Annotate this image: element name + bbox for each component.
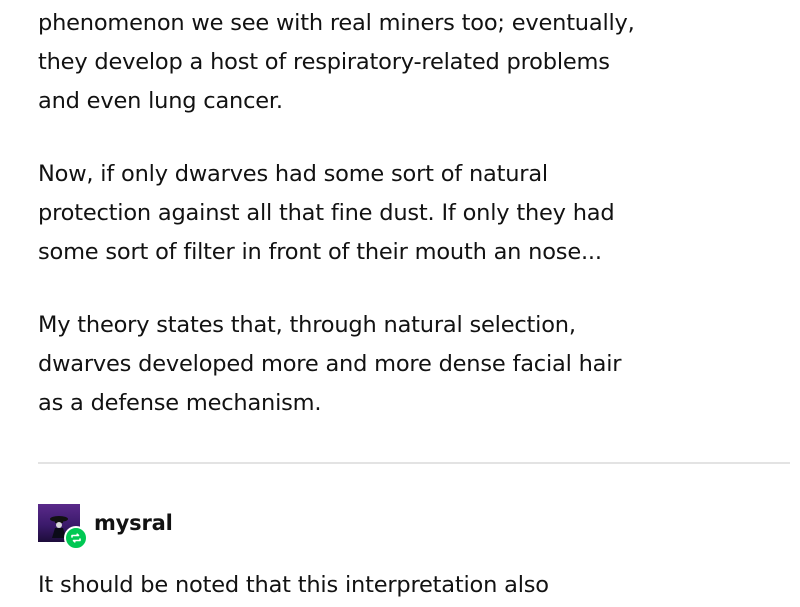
text-line: they develop a host of respiratory-relat… [38, 49, 610, 75]
user-avatar[interactable] [38, 504, 88, 550]
reblog-icon [64, 526, 88, 550]
post-paragraph-3: My theory states that, through natural s… [38, 306, 622, 423]
text-line: as a defense mechanism. [38, 390, 322, 416]
text-line: phenomenon we see with real miners too; … [38, 10, 635, 36]
post-paragraph-2: Now, if only dwarves had some sort of na… [38, 155, 615, 272]
post-paragraph-1: phenomenon we see with real miners too; … [38, 4, 635, 121]
text-line: protection against all that fine dust. I… [38, 200, 615, 226]
reblog-paragraph: It should be noted that this interpretat… [38, 566, 549, 605]
reblog-divider [38, 462, 790, 464]
text-line: dwarves developed more and more dense fa… [38, 351, 622, 377]
text-line: My theory states that, through natural s… [38, 312, 576, 338]
text-line: some sort of filter in front of their mo… [38, 239, 602, 265]
reblog-username[interactable]: mysral [94, 511, 173, 535]
avatar-figure-icon [50, 516, 68, 538]
text-line: and even lung cancer. [38, 88, 283, 114]
text-line: Now, if only dwarves had some sort of na… [38, 161, 548, 187]
reblog-header: mysral [38, 504, 173, 550]
text-line: It should be noted that this interpretat… [38, 572, 549, 598]
